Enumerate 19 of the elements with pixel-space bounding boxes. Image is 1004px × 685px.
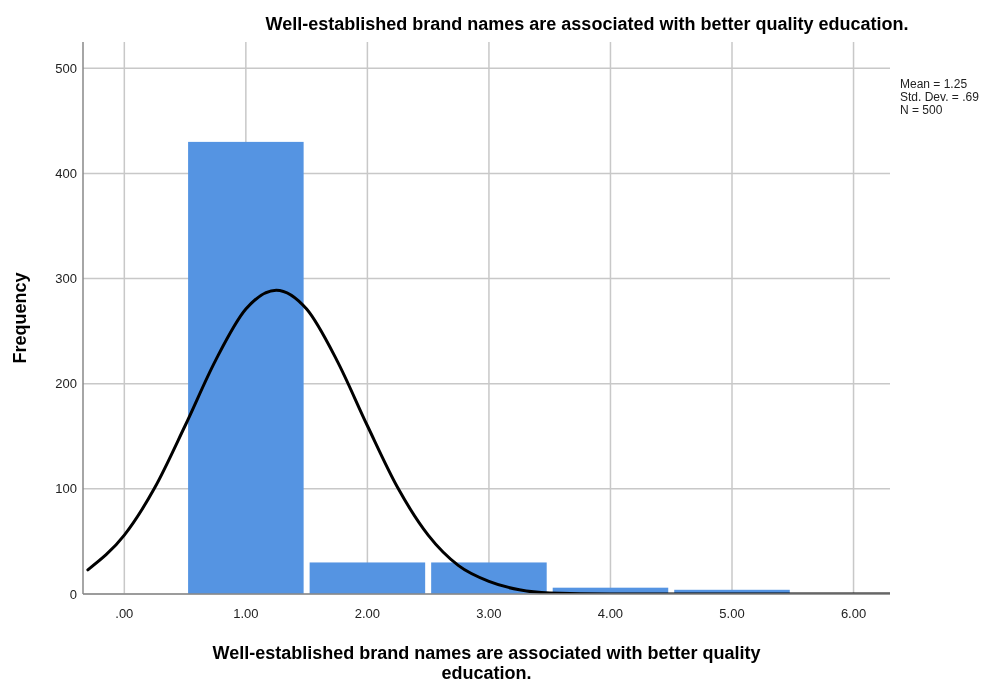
y-tick-label: 200 [55,376,77,392]
x-tick-label: 6.00 [840,606,867,621]
x-tick-label: 5.00 [719,606,745,621]
text: N = 500 [900,103,943,117]
chart-title: Well-established brand names are associated with better quality education. [265,14,909,34]
y-tick-label: 400 [55,165,77,181]
y-tick-label: 100 [55,481,77,497]
x-tick-label: .00 [115,606,134,621]
y-tick-label: 500 [55,60,77,76]
text: Std. Dev. = .69 [900,90,980,104]
x-tick-label: 2.00 [354,606,381,621]
y-axis-title: Frequency [10,272,30,364]
x-tick-label: 3.00 [476,606,502,621]
x-axis-title: Well-established brand names are associated with better quality education. [212,643,761,683]
y-tick-label: 0 [69,586,77,602]
text: Mean = 1.25 [900,77,968,91]
y-tick-label: 300 [55,271,77,287]
x-tick-label: 1.00 [233,606,259,621]
x-tick-label: 4.00 [597,606,624,621]
